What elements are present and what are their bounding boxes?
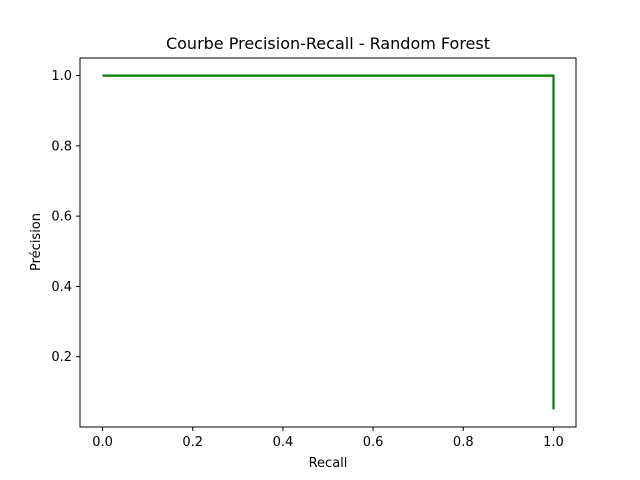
x-tick-label: 0.8 (453, 435, 474, 450)
y-tick-label: 0.8 (51, 139, 72, 154)
x-tick-label: 0.6 (363, 435, 384, 450)
y-tick-label: 0.4 (51, 280, 72, 295)
x-tick-label: 0.4 (273, 435, 294, 450)
y-tick-label: 0.6 (51, 210, 72, 225)
y-axis-label: Précision (29, 213, 44, 271)
series-line-0 (102, 74, 555, 410)
x-tick-label: 0.0 (92, 435, 113, 450)
y-tick-label: 0.2 (51, 350, 72, 365)
x-tick-label: 0.2 (182, 435, 203, 450)
chart-title: Courbe Precision-Recall - Random Forest (166, 34, 490, 53)
x-axis-ticks: 0.0 0.2 0.4 0.6 0.8 1.0 (92, 427, 564, 450)
x-axis-label: Recall (309, 456, 348, 471)
x-tick-label: 1.0 (543, 435, 564, 450)
y-axis-ticks: 0.2 0.4 0.6 0.8 1.0 (51, 69, 80, 365)
axes-frame (79, 57, 577, 428)
y-tick-label: 1.0 (51, 69, 72, 84)
plot-area (102, 74, 555, 410)
